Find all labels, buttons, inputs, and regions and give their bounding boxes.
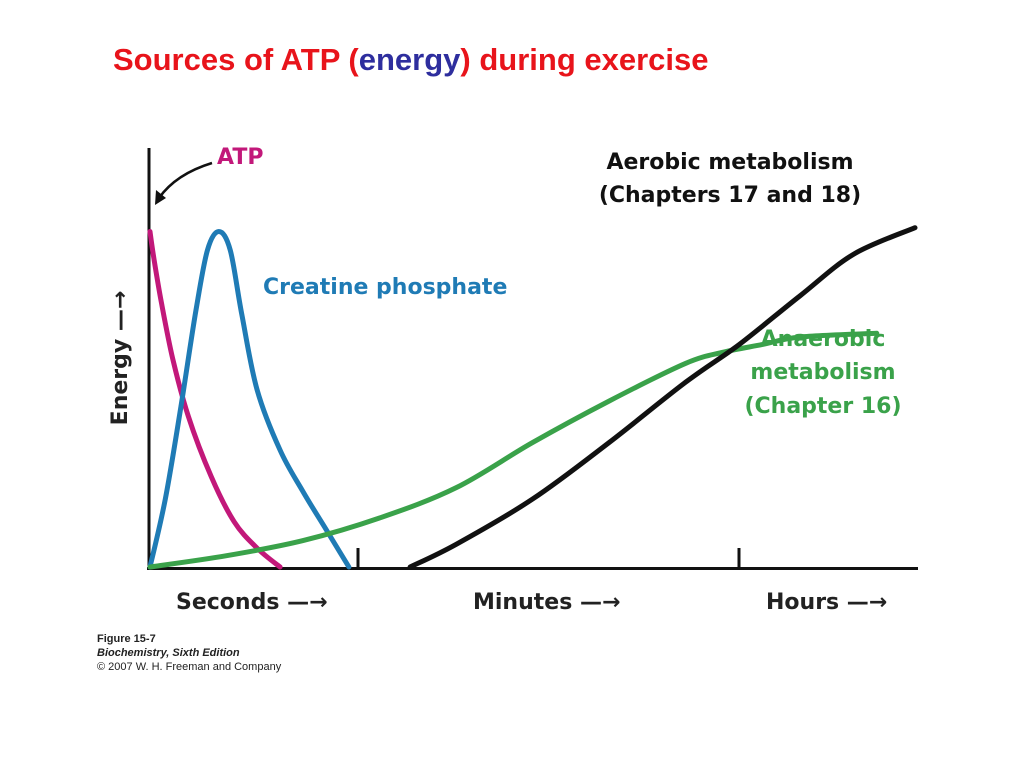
- chart-axes: [147, 148, 918, 570]
- atp-arrowhead-icon: [155, 190, 166, 205]
- atp-annotation: ATP: [155, 145, 263, 205]
- series-line-atp: [147, 229, 283, 570]
- series-label-atp: ATP: [217, 145, 263, 170]
- y-axis-label: Energy —→: [108, 291, 133, 426]
- anaerobic-label-line: (Chapter 16): [744, 394, 901, 419]
- caption-book-title: Biochemistry, Sixth Edition: [97, 647, 240, 659]
- series-line-aerobic: [407, 225, 918, 570]
- x-section-label-hours: Hours —→: [766, 590, 887, 615]
- series-line-cp: [147, 229, 352, 570]
- slide-title: Sources of ATP (energy) during exercise: [113, 42, 709, 78]
- title-prefix: Sources of ATP (: [113, 42, 359, 77]
- series-label-anaerobic: Anaerobic metabolism (Chapter 16): [744, 327, 901, 419]
- caption-figure-number: Figure 15-7: [97, 633, 156, 645]
- series-layer: [147, 225, 918, 570]
- aerobic-label-line: (Chapters 17 and 18): [599, 183, 861, 208]
- aerobic-label-line: Aerobic metabolism: [606, 150, 853, 175]
- x-section-label-seconds: Seconds —→: [176, 590, 328, 615]
- figure-caption: Figure 15-7 Biochemistry, Sixth Edition …: [97, 632, 281, 674]
- series-label-aerobic: Aerobic metabolism (Chapters 17 and 18): [599, 150, 861, 208]
- anaerobic-label-line: metabolism: [750, 360, 895, 385]
- caption-copyright: © 2007 W. H. Freeman and Company: [97, 661, 282, 673]
- title-suffix: ) during exercise: [460, 42, 709, 77]
- title-highlight: energy: [358, 42, 461, 77]
- anaerobic-label-line: Anaerobic: [761, 327, 886, 352]
- x-section-label-minutes: Minutes —→: [473, 590, 620, 615]
- atp-pointer-arrow: [157, 161, 213, 199]
- series-line-anaerobic: [147, 330, 880, 570]
- series-label-creatine-phosphate: Creatine phosphate: [263, 275, 507, 300]
